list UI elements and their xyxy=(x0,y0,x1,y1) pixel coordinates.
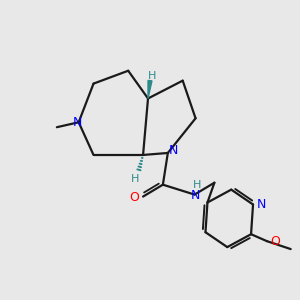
Text: O: O xyxy=(129,191,139,204)
Text: N: N xyxy=(191,189,200,202)
Text: N: N xyxy=(169,145,178,158)
Text: H: H xyxy=(148,71,156,81)
Text: N: N xyxy=(256,198,266,211)
Text: O: O xyxy=(270,235,280,248)
Text: H: H xyxy=(131,174,139,184)
Text: N: N xyxy=(73,116,82,129)
Text: H: H xyxy=(192,180,201,190)
Polygon shape xyxy=(148,80,152,98)
